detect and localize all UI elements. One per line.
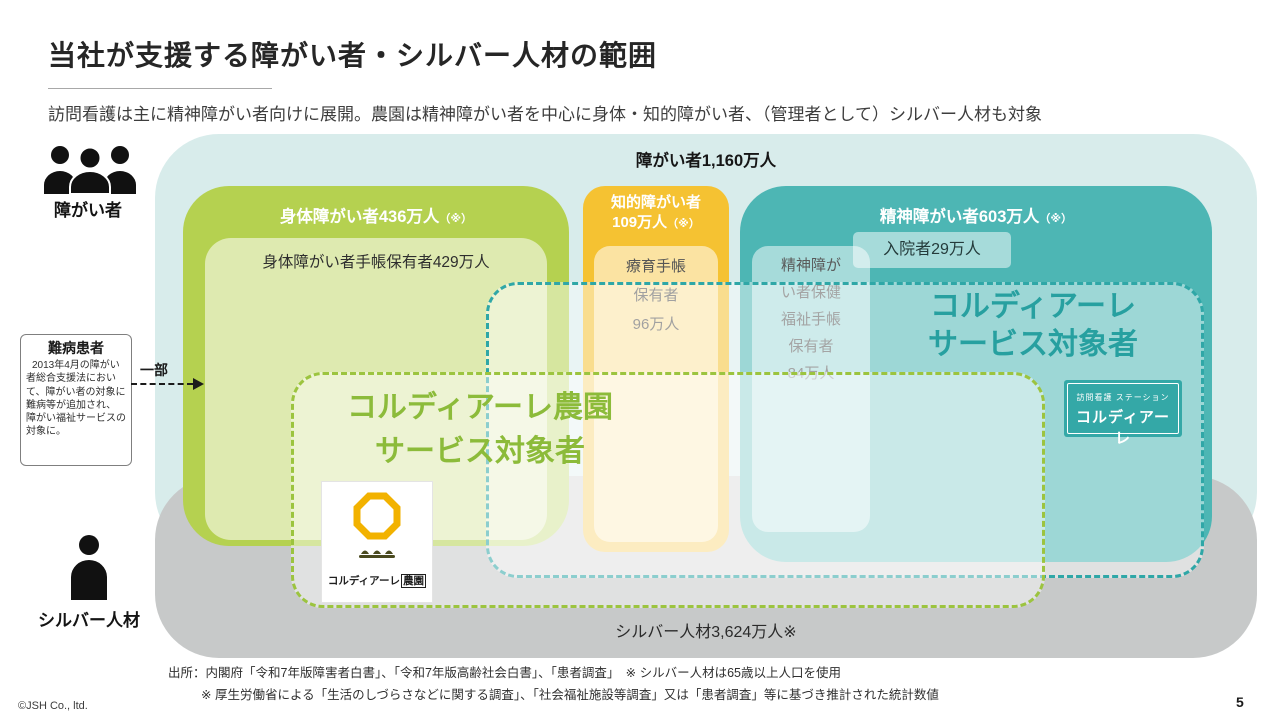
- nanbyo-arrow-label: 一部: [140, 362, 168, 378]
- mental-region-title: 精神障がい者603万人（※）: [879, 208, 1073, 226]
- farm-logo-text: コルディアーレ 農園: [327, 574, 427, 588]
- physical-region-title: 身体障がい者436万人（※）: [279, 208, 473, 226]
- mental-certificate-label: 精神障が い者保健 福祉手帳 保有者 84万人: [780, 257, 841, 382]
- nanbyo-body: 2013年4月の障がい者総合支援法において、障がい者の対象に難病等が追加され、障…: [26, 360, 126, 438]
- silver-person-icon: [71, 535, 107, 600]
- nanbyo-arrow-head-icon: [193, 378, 204, 390]
- farm-octagon-icon: [353, 492, 401, 558]
- mental-certificate-region: [752, 246, 870, 532]
- source-note-2: ※ 厚生労働省による「生活のしづらさなどに関する調査」、「社会福祉施設等調査」又…: [201, 688, 939, 702]
- homon-kango-logo-name: コルディアーレ: [1075, 409, 1171, 447]
- rehabilitation-certificate-label: 療育手帳 保有者 96万人: [625, 258, 686, 333]
- page-number: 5: [1236, 694, 1244, 710]
- page-title: 当社が支援する障がい者・シルバー人材の範囲: [48, 40, 658, 71]
- title-underline: [48, 88, 272, 89]
- disabled-people-icon: [44, 146, 136, 194]
- disabled-total-label: 障がい者1,160万人: [635, 152, 777, 170]
- cordiale-service-label: コルディアーレ サービス対象者: [928, 290, 1138, 361]
- source-note-1: 出所：内閣府「令和7年版障害者白書」、「令和7年版高齢社会白書」、「患者調査」 …: [168, 666, 842, 680]
- nanbyo-arrow-line: [131, 383, 193, 385]
- homon-kango-logo: 訪問看護 ステーション コルディアーレ: [1064, 380, 1182, 447]
- legend-disabled-label: 障がい者: [54, 201, 122, 220]
- rehabilitation-certificate-region: [594, 246, 718, 542]
- farm-service-label: コルディアーレ農園 サービス対象者: [346, 391, 614, 468]
- silver-total-label: シルバー人材3,624万人※: [615, 624, 797, 641]
- page-subtitle: 訪問看護は主に精神障がい者向けに展開。農園は精神障がい者を中心に身体・知的障がい…: [48, 105, 1042, 124]
- nanbyo-callout-box: 難病患者 2013年4月の障がい者総合支援法において、障がい者の対象に難病等が追…: [20, 334, 132, 466]
- legend-silver-label: シルバー人材: [38, 611, 140, 630]
- inpatients-box: 入院者29万人: [853, 232, 1011, 268]
- nanbyo-title: 難病患者: [48, 340, 104, 356]
- farm-logo: コルディアーレ 農園: [322, 482, 432, 602]
- intellectual-region-title: 知的障がい者 109万人（※）: [610, 194, 701, 232]
- copyright: ©JSH Co., ltd.: [18, 700, 88, 712]
- physical-certificate-label: 身体障がい者手帳保有者429万人: [262, 254, 490, 271]
- homon-kango-logo-small-text: 訪問看護 ステーション: [1076, 393, 1170, 402]
- homon-kango-logo-frame: 訪問看護 ステーション コルディアーレ: [1067, 383, 1179, 447]
